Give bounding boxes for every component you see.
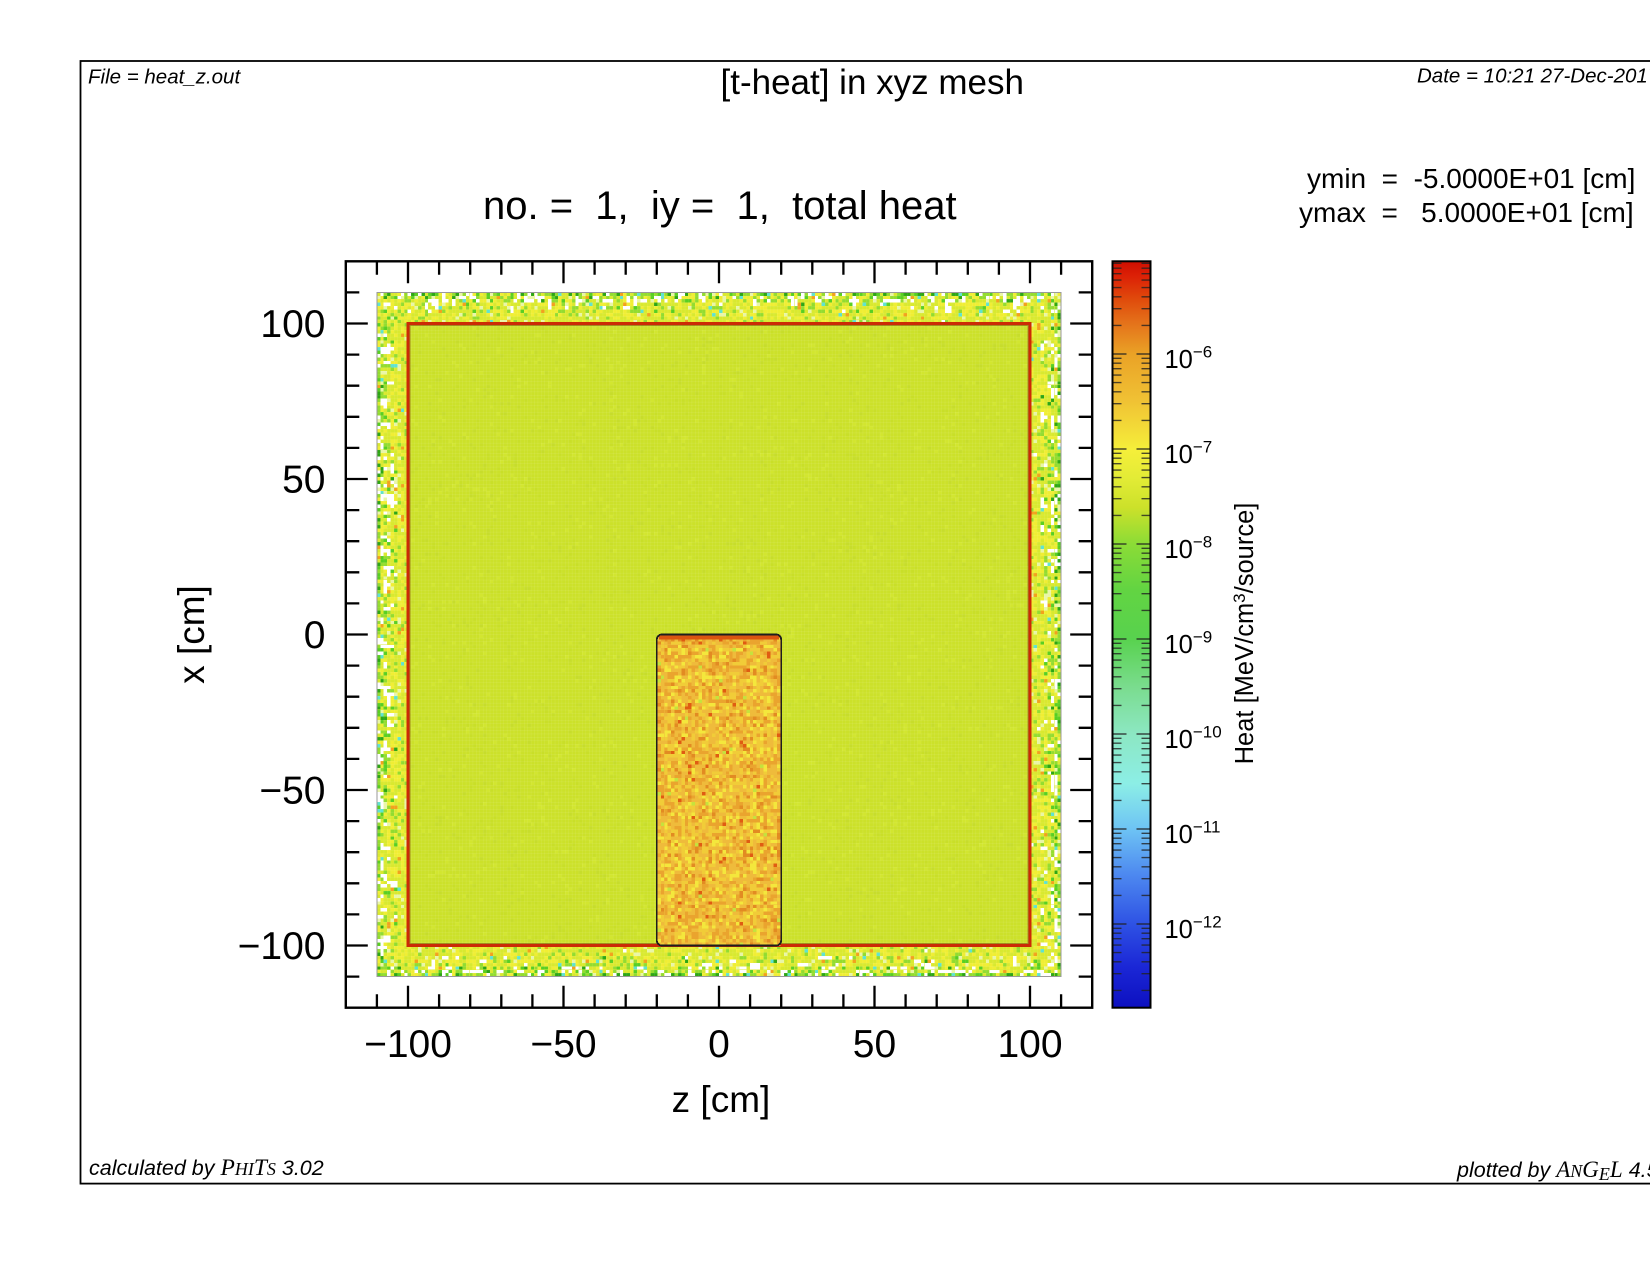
- svg-text:−100: −100: [364, 1023, 452, 1066]
- svg-text:Date = 10:21 27-Dec-2017: Date = 10:21 27-Dec-2017: [1417, 65, 1650, 88]
- svg-text:10−8: 10−8: [1165, 533, 1213, 565]
- svg-text:ymax = 5.0000E+01 [cm]: ymax = 5.0000E+01 [cm]: [1299, 197, 1634, 228]
- svg-text:z [cm]: z [cm]: [672, 1079, 771, 1120]
- svg-text:0: 0: [304, 614, 326, 657]
- svg-text:[t-heat] in xyz mesh: [t-heat] in xyz mesh: [721, 63, 1024, 102]
- svg-text:50: 50: [282, 459, 325, 502]
- svg-text:Heat [MeV/cm3/source]: Heat [MeV/cm3/source]: [1230, 503, 1259, 765]
- svg-text:10−6: 10−6: [1165, 343, 1213, 375]
- svg-text:50: 50: [853, 1023, 896, 1066]
- svg-text:−50: −50: [530, 1023, 596, 1066]
- svg-text:10−9: 10−9: [1165, 628, 1213, 660]
- svg-text:10−12: 10−12: [1165, 913, 1222, 945]
- svg-text:no. = 1, iy = 1, total hea: no. = 1, iy = 1, total heat: [483, 184, 957, 228]
- svg-text:−100: −100: [238, 925, 326, 968]
- svg-text:ymin = -5.0000E+01 [cm]: ymin = -5.0000E+01 [cm]: [1307, 163, 1635, 194]
- svg-text:100: 100: [260, 303, 325, 346]
- svg-text:File = heat_z.out: File = heat_z.out: [88, 66, 241, 89]
- svg-text:−50: −50: [259, 770, 325, 813]
- svg-text:100: 100: [997, 1023, 1062, 1066]
- svg-text:plotted by ANGEL 4.50: plotted by ANGEL 4.50: [1456, 1157, 1650, 1184]
- svg-text:0: 0: [708, 1023, 730, 1066]
- svg-text:10−11: 10−11: [1165, 818, 1221, 850]
- svg-text:10−7: 10−7: [1165, 438, 1213, 470]
- svg-text:10−10: 10−10: [1165, 723, 1222, 755]
- svg-text:calculated by PHITS 3.02: calculated by PHITS 3.02: [89, 1155, 324, 1181]
- svg-text:x [cm]: x [cm]: [171, 585, 212, 684]
